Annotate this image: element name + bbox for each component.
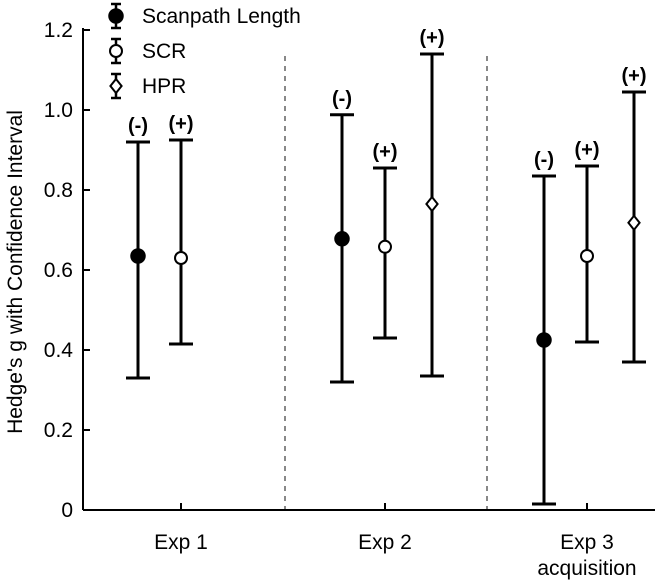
x-tick-sublabel-acquisition: acquisition xyxy=(537,557,636,580)
point-exp-2-scr xyxy=(378,239,392,254)
y-tick-label: 0.2 xyxy=(44,419,73,442)
sign-label-exp-2-hpr: (+) xyxy=(420,27,445,49)
sign-label-exp-3-hpr: (+) xyxy=(622,65,647,87)
point-exp-1-scr xyxy=(174,251,188,265)
y-tick-label: 1.2 xyxy=(44,19,73,42)
sign-label-exp-3-scr: (+) xyxy=(575,139,600,161)
point-exp-1-scanpath-length xyxy=(130,248,146,264)
legend-marker-hpr xyxy=(109,77,123,95)
x-tick-label-exp-2: Exp 2 xyxy=(358,531,412,554)
legend-marker-scanpath-length xyxy=(108,8,124,24)
sign-label-exp-2-scanpath-length: (-) xyxy=(332,88,352,110)
sign-label-exp-1-scr: (+) xyxy=(169,113,194,135)
legend-label-hpr: HPR xyxy=(142,75,186,98)
point-exp-3-scr xyxy=(580,249,594,263)
y-axis-label: Hedge's g with Confidence Interval xyxy=(4,110,27,434)
point-exp-3-scanpath-length xyxy=(536,332,552,348)
sign-label-exp-2-scr: (+) xyxy=(373,141,398,163)
sign-label-exp-1-scanpath-length: (-) xyxy=(128,115,148,137)
x-tick-label-exp-3: Exp 3 xyxy=(560,531,614,554)
point-exp-3-hpr xyxy=(627,214,641,232)
sign-label-exp-3-scanpath-length: (-) xyxy=(534,149,554,171)
point-exp-2-hpr xyxy=(425,195,439,213)
y-tick-label: 1.0 xyxy=(44,99,73,122)
y-tick-label: 0.4 xyxy=(44,339,74,362)
y-tick-label: 0.6 xyxy=(44,259,73,282)
y-tick-label: 0.8 xyxy=(44,179,73,202)
y-tick-label: 0 xyxy=(61,499,73,522)
legend-marker-scr xyxy=(109,44,123,58)
point-exp-2-scanpath-length xyxy=(334,231,350,247)
x-tick-label-exp-1: Exp 1 xyxy=(154,531,208,554)
legend-label-scanpath-length: Scanpath Length xyxy=(142,5,301,28)
legend-label-scr: SCR xyxy=(142,40,186,63)
